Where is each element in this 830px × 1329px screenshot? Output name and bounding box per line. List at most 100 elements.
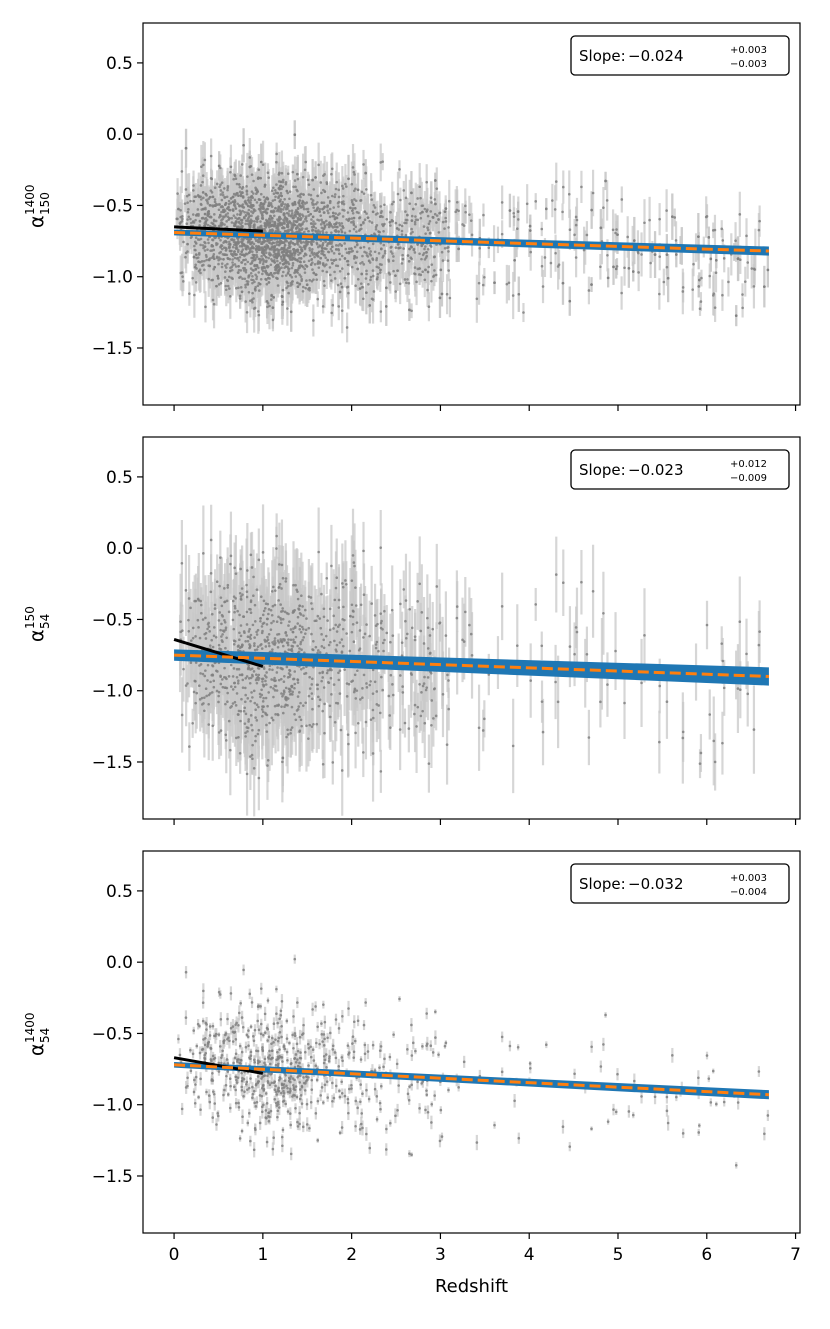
data-point — [239, 240, 243, 243]
data-point — [301, 289, 305, 293]
data-point — [426, 247, 430, 251]
data-point — [330, 279, 333, 282]
data-point — [212, 248, 216, 252]
data-point — [239, 174, 242, 177]
data-point — [410, 257, 413, 261]
data-point — [221, 191, 224, 194]
data-point — [260, 254, 263, 258]
data-point — [553, 208, 557, 211]
data-point — [334, 258, 338, 261]
data-point — [420, 257, 423, 261]
data-point — [312, 271, 316, 275]
data-point — [371, 298, 375, 301]
data-point — [235, 246, 239, 250]
data-point — [272, 186, 275, 190]
data-point — [370, 221, 374, 224]
data-point — [198, 220, 202, 223]
data-point — [354, 225, 357, 229]
data-point — [344, 247, 348, 251]
data-point — [211, 238, 215, 242]
data-point — [212, 267, 216, 271]
data-point — [522, 311, 525, 314]
data-point — [404, 233, 408, 237]
data-point — [335, 225, 339, 229]
data-point — [427, 265, 430, 269]
data-point — [244, 285, 247, 289]
data-point — [426, 226, 429, 230]
data-point — [240, 204, 244, 207]
data-point — [432, 275, 435, 278]
data-point — [611, 228, 615, 232]
data-point — [580, 185, 583, 189]
data-point — [305, 219, 308, 223]
data-point — [330, 194, 334, 198]
data-point — [383, 222, 386, 226]
data-point — [185, 194, 189, 198]
data-point — [389, 281, 392, 284]
data-point — [333, 277, 337, 280]
data-point — [219, 183, 222, 186]
data-point — [430, 201, 433, 204]
data-point — [244, 300, 247, 303]
data-point — [321, 247, 324, 250]
data-point — [236, 271, 240, 274]
data-point — [226, 215, 230, 219]
data-point — [383, 249, 387, 253]
data-point — [221, 215, 225, 218]
data-point — [311, 199, 315, 202]
data-point — [230, 221, 234, 224]
data-point — [406, 278, 409, 281]
data-point — [183, 202, 187, 205]
data-point — [237, 268, 241, 272]
data-point — [270, 210, 273, 214]
data-point — [658, 255, 662, 258]
data-point — [282, 218, 285, 222]
data-point — [306, 178, 310, 182]
data-point — [189, 236, 193, 240]
data-point — [304, 160, 308, 164]
data-point — [363, 218, 367, 222]
data-point — [223, 223, 226, 226]
data-point — [271, 241, 274, 245]
data-point — [328, 207, 332, 211]
data-point — [267, 176, 271, 179]
data-point — [435, 214, 439, 217]
data-point — [303, 267, 307, 271]
data-point — [324, 263, 328, 266]
data-point — [227, 199, 231, 203]
data-point — [567, 192, 571, 196]
data-point — [362, 263, 366, 266]
data-point — [365, 272, 368, 276]
data-point — [222, 246, 226, 249]
data-point — [176, 192, 179, 195]
data-point — [721, 293, 724, 297]
data-point — [295, 188, 299, 192]
data-point — [243, 210, 246, 214]
data-point — [313, 251, 316, 255]
data-point — [500, 201, 504, 204]
data-point — [298, 227, 301, 231]
data-point — [288, 197, 291, 201]
data-point — [257, 271, 261, 274]
data-point — [400, 233, 404, 236]
data-point — [299, 195, 302, 199]
data-point — [405, 281, 408, 285]
data-point — [327, 211, 330, 215]
data-point — [206, 202, 210, 205]
data-point — [284, 230, 287, 233]
data-point — [432, 255, 436, 259]
data-point — [341, 184, 344, 188]
data-point — [191, 213, 195, 216]
data-point — [277, 195, 280, 199]
data-point — [337, 305, 341, 308]
data-point — [615, 265, 619, 268]
data-point — [217, 262, 220, 266]
data-point — [665, 209, 668, 212]
data-point — [287, 228, 291, 232]
data-point — [365, 188, 368, 191]
data-point — [372, 290, 376, 293]
data-point — [266, 302, 270, 305]
data-point — [202, 163, 205, 167]
data-point — [424, 256, 428, 259]
data-point — [186, 201, 189, 204]
